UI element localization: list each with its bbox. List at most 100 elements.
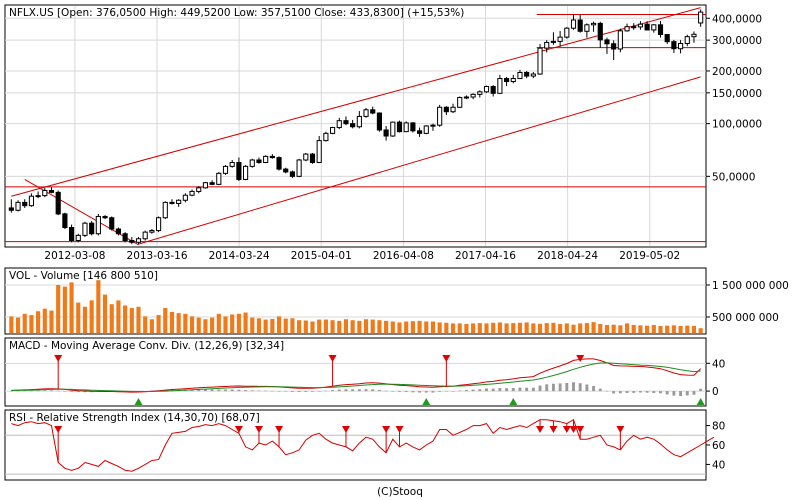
footer-copyright: (C)Stooq bbox=[377, 486, 423, 498]
price-title: NFLX.US [Open: 376,0500 High: 449,5200 L… bbox=[9, 7, 464, 19]
sell-signal-marker bbox=[442, 355, 451, 362]
volume-bar bbox=[96, 280, 101, 333]
candle-down bbox=[256, 159, 262, 163]
candle-up bbox=[356, 115, 362, 128]
rsi-title: RSI - Relative Strength Index (14,30,70)… bbox=[9, 412, 260, 424]
candle-up bbox=[142, 231, 148, 240]
price-panel: 50,0000 100,0000 150,0000 200,0000 300,0000 4… bbox=[4, 4, 762, 262]
candle-up bbox=[477, 91, 483, 95]
macd-histogram-bar bbox=[197, 389, 201, 392]
candle-down bbox=[604, 39, 610, 45]
macd-histogram-bar bbox=[16, 390, 20, 392]
rsi-tick-label: 60 bbox=[712, 440, 725, 452]
rsi-overbought-marker bbox=[382, 426, 391, 433]
macd-histogram-bar bbox=[451, 391, 455, 392]
volume-bar bbox=[497, 322, 502, 333]
candle-down bbox=[48, 190, 55, 193]
volume-bar bbox=[464, 324, 469, 333]
candle-up bbox=[336, 120, 342, 129]
volume-bar bbox=[15, 317, 21, 333]
trend-line bbox=[138, 76, 701, 245]
macd-histogram-bar bbox=[645, 391, 649, 393]
macd-histogram-bar bbox=[551, 383, 555, 392]
rsi-tick-label: 80 bbox=[712, 421, 725, 433]
candle-up bbox=[691, 33, 697, 38]
volume-bar bbox=[62, 286, 67, 333]
macd-histogram-bar bbox=[545, 384, 549, 392]
macd-histogram-bar bbox=[659, 391, 662, 394]
candle-up bbox=[363, 109, 369, 117]
macd-histogram-bar bbox=[29, 390, 33, 392]
price-tick-label: 300,0000 bbox=[712, 35, 762, 47]
candle-up bbox=[557, 36, 563, 42]
volume-bar bbox=[216, 313, 221, 333]
volume-bar bbox=[203, 319, 208, 333]
candle-down bbox=[169, 201, 175, 204]
macd-line bbox=[11, 358, 702, 393]
candle-up bbox=[497, 78, 503, 94]
volume-bar bbox=[651, 325, 656, 333]
volume-bar bbox=[310, 321, 315, 333]
volume-bar bbox=[477, 323, 482, 333]
candle-up bbox=[196, 187, 202, 192]
candle-up bbox=[483, 86, 490, 93]
rsi-overbought-marker bbox=[562, 426, 571, 433]
candle-down bbox=[55, 191, 61, 215]
macd-histogram-bar bbox=[699, 388, 703, 392]
date-tick-label: 2013-03-16 bbox=[127, 250, 188, 262]
candle-down bbox=[209, 182, 215, 185]
rsi-panel: 40 60 80 RSI - Relative Strength Index (14… bbox=[4, 409, 725, 481]
candle-down bbox=[22, 201, 28, 207]
macd-histogram-bar bbox=[23, 390, 27, 392]
rsi-tick-label: 40 bbox=[712, 459, 725, 471]
candle-down bbox=[309, 153, 316, 163]
volume-bar bbox=[236, 313, 241, 333]
candle-up bbox=[430, 124, 436, 127]
macd-histogram-bar bbox=[558, 383, 562, 392]
candle-up bbox=[584, 24, 590, 32]
candle-up bbox=[463, 96, 469, 99]
macd-histogram-bar bbox=[377, 389, 381, 392]
candle-up bbox=[243, 165, 249, 180]
candle-down bbox=[383, 129, 389, 137]
volume-bar bbox=[297, 320, 302, 333]
volume-bar bbox=[604, 325, 610, 333]
macd-histogram-bar bbox=[525, 387, 529, 392]
candle-down bbox=[597, 22, 603, 41]
candle-up bbox=[437, 106, 443, 126]
macd-histogram-bar bbox=[351, 389, 355, 392]
macd-histogram-bar bbox=[63, 391, 67, 392]
volume-bar bbox=[578, 323, 583, 333]
candle-down bbox=[69, 227, 75, 242]
candle-up bbox=[537, 47, 543, 75]
volume-bar bbox=[76, 302, 81, 333]
volume-bar bbox=[691, 325, 697, 333]
macd-histogram-bar bbox=[83, 391, 87, 393]
macd-histogram-bar bbox=[565, 382, 569, 392]
candle-down bbox=[417, 130, 423, 134]
candle-up bbox=[28, 195, 34, 207]
macd-histogram-bar bbox=[384, 390, 388, 392]
sell-signal-marker bbox=[328, 355, 337, 362]
volume-bar bbox=[624, 323, 630, 333]
macd-histogram-bar bbox=[531, 387, 535, 392]
volume-bar bbox=[9, 316, 14, 333]
candle-up bbox=[651, 24, 657, 31]
volume-bar bbox=[116, 300, 121, 333]
volume-bar bbox=[69, 282, 74, 333]
volume-bar bbox=[384, 320, 389, 333]
volume-tick-label: 500 000 000 bbox=[712, 312, 779, 324]
macd-histogram-bar bbox=[391, 391, 395, 392]
macd-histogram-bar bbox=[224, 389, 227, 392]
macd-histogram-bar bbox=[290, 391, 294, 392]
candle-down bbox=[289, 171, 295, 177]
volume-bar bbox=[36, 311, 41, 333]
candle-up bbox=[678, 42, 684, 50]
macd-histogram-bar bbox=[411, 391, 415, 393]
candle-down bbox=[611, 43, 617, 50]
buy-signal-marker bbox=[134, 398, 143, 405]
candle-down bbox=[657, 24, 664, 36]
candle-down bbox=[236, 161, 242, 180]
buy-signal-marker bbox=[422, 398, 431, 405]
candle-up bbox=[323, 132, 329, 142]
